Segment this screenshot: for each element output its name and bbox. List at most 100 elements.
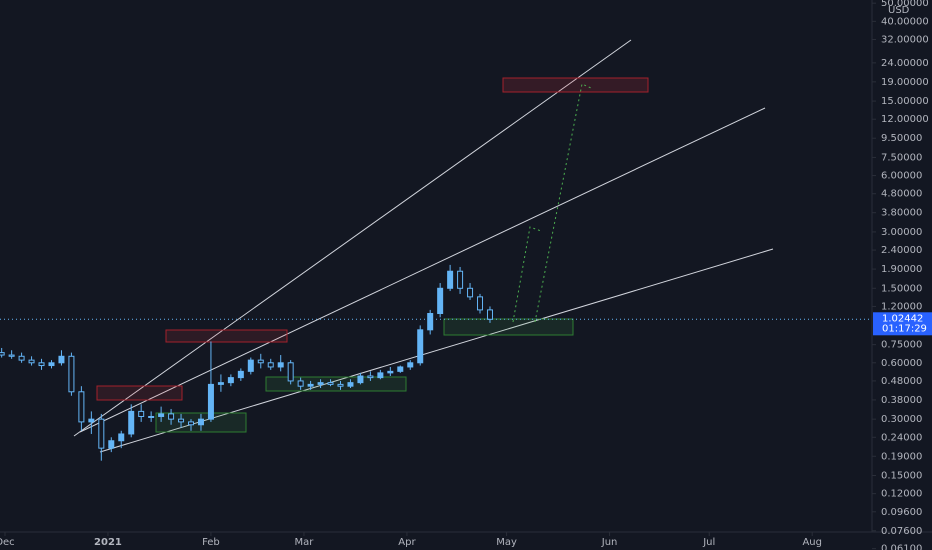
y-tick-label: 3.00000 <box>881 227 922 238</box>
target-zone <box>502 77 649 93</box>
candle-body <box>367 375 374 379</box>
countdown-label: 01:17:29 <box>882 323 927 334</box>
y-tick-label: 1.20000 <box>881 301 922 312</box>
y-tick-label: 32.00000 <box>881 34 929 45</box>
y-tick-label: 19.00000 <box>881 77 929 88</box>
candle-body <box>377 372 384 379</box>
trend-line <box>73 39 632 437</box>
candle-body <box>357 375 364 384</box>
candle-body <box>28 359 35 364</box>
candle-body <box>178 418 185 423</box>
candle-body <box>138 410 145 417</box>
candle-body <box>158 413 165 417</box>
y-tick-label: 0.48000 <box>881 376 922 387</box>
y-tick-label: 0.38000 <box>881 395 922 406</box>
y-tick-label: 0.09600 <box>881 507 922 518</box>
candle-body <box>237 370 244 379</box>
y-tick-label: 0.30000 <box>881 414 922 425</box>
y-tick-label: 4.80000 <box>881 189 922 200</box>
candle-body <box>287 362 294 382</box>
y-tick-label: 40.00000 <box>881 16 929 27</box>
x-tick-label: Feb <box>202 537 220 548</box>
x-tick-label: May <box>496 537 517 548</box>
candle-body <box>118 433 125 442</box>
demand-zone <box>443 318 574 336</box>
candle-body <box>447 270 454 289</box>
candle-body <box>108 440 115 449</box>
projection-arrow <box>534 83 592 323</box>
candle-body <box>267 362 274 368</box>
candle-body <box>417 329 424 364</box>
y-tick-label: 12.00000 <box>881 114 929 125</box>
candle-body <box>467 287 474 298</box>
candle-body <box>277 362 284 368</box>
y-tick-label: 6.00000 <box>881 171 922 182</box>
x-tick-label: Aug <box>802 537 822 548</box>
y-tick-label: 0.06100 <box>881 544 922 550</box>
last-price-box <box>873 312 932 336</box>
y-tick-label: 7.50000 <box>881 152 922 163</box>
candle-body <box>128 410 135 435</box>
x-tick-label: Mar <box>295 537 315 548</box>
candle-body <box>148 415 155 418</box>
y-tick-label: 0.24000 <box>881 432 922 443</box>
y-tick-label: 0.07600 <box>881 526 922 537</box>
candle-body <box>168 413 175 420</box>
candle-body <box>207 383 214 420</box>
supply-zone <box>96 385 183 401</box>
candle-body <box>8 354 15 357</box>
y-tick-label: 0.75000 <box>881 340 922 351</box>
candle-body <box>387 370 394 374</box>
candle-body <box>427 313 434 331</box>
candle-body <box>297 380 304 387</box>
y-tick-label: 3.80000 <box>881 208 922 219</box>
y-tick-label: 24.00000 <box>881 58 929 69</box>
last-price-label: 1.02442 <box>882 313 923 324</box>
candle-body <box>486 309 493 320</box>
candle-body <box>217 382 224 385</box>
y-tick-label: 0.60000 <box>881 358 922 369</box>
candle-body <box>227 377 234 384</box>
currency-label: USD <box>888 5 910 16</box>
candle-body <box>407 362 414 368</box>
y-tick-label: 0.12000 <box>881 489 922 500</box>
x-tick-label: 2021 <box>94 537 122 548</box>
candle-body <box>257 359 264 364</box>
candle-body <box>437 287 444 315</box>
x-tick-label: Apr <box>398 537 416 548</box>
y-tick-label: 1.90000 <box>881 264 922 275</box>
x-tick-label: Jul <box>702 537 715 548</box>
demand-zone <box>265 376 407 392</box>
candle-body <box>457 270 464 289</box>
candle-body <box>197 418 204 426</box>
candle-body <box>78 391 85 423</box>
candle-body <box>48 362 55 367</box>
candle-body <box>38 362 45 367</box>
candle-body <box>18 355 25 361</box>
projection-arrow <box>512 226 542 323</box>
y-tick-label: 50.00000 <box>881 0 929 9</box>
candle-body <box>98 418 105 449</box>
candle-body <box>68 355 75 393</box>
y-tick-label: 15.00000 <box>881 96 929 107</box>
candle-body <box>477 296 484 311</box>
y-tick-label: 2.40000 <box>881 245 922 256</box>
candle-body <box>247 359 254 372</box>
y-tick-label: 9.50000 <box>881 133 922 144</box>
y-tick-label: 0.15000 <box>881 471 922 482</box>
candle-body <box>0 352 5 356</box>
x-tick-label: Jun <box>601 537 618 548</box>
candle-body <box>397 366 404 372</box>
drawings <box>73 39 774 453</box>
candle-body <box>347 382 354 387</box>
candle-body <box>317 382 324 385</box>
candle-body <box>327 382 334 385</box>
trend-line <box>79 107 766 433</box>
candle-body <box>58 355 65 364</box>
supply-zone <box>165 329 288 343</box>
y-tick-label: 0.19000 <box>881 451 922 462</box>
candle-body <box>188 421 195 426</box>
